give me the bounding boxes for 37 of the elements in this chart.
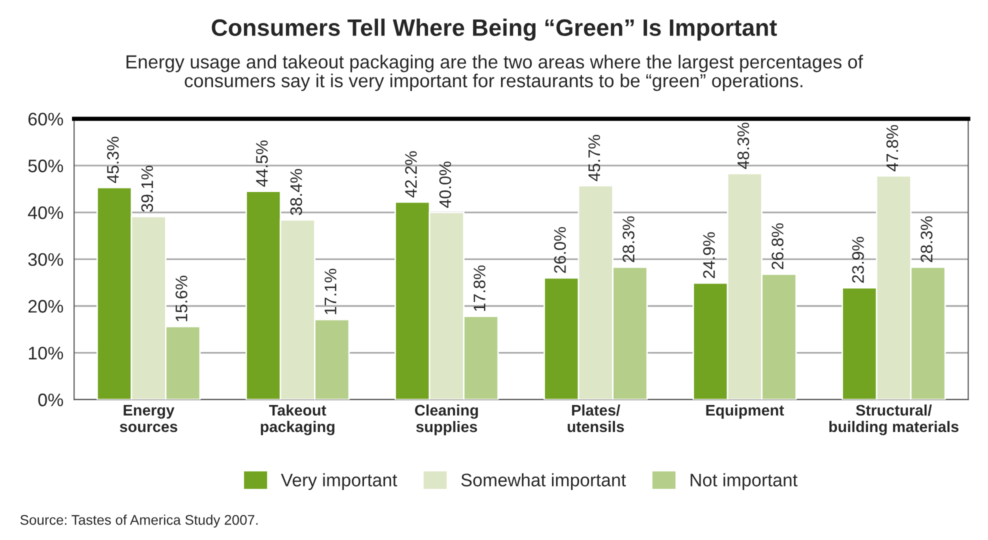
text: 40.0% bbox=[439, 162, 452, 208]
text: 45.7% bbox=[588, 134, 600, 182]
legend-label: Not important bbox=[690, 473, 798, 490]
y-tick-label: 10% bbox=[28, 346, 64, 360]
text: 17.1% bbox=[324, 268, 336, 314]
y-tick-label: 0% bbox=[38, 394, 64, 406]
x-tick-label: Takeout packaging bbox=[260, 404, 334, 436]
y-tick-label: 50% bbox=[28, 160, 64, 172]
text: 38.4% bbox=[290, 169, 302, 216]
x-tick-label: Structural/ building materials bbox=[829, 404, 958, 436]
source-note: Source: Tastes of America Study 2007. bbox=[20, 514, 258, 528]
chart-subtitle: Energy usage and takeout packaging are the two areas where the largest percentages of consumers say it is very important for restaurants to be “green” operations. bbox=[126, 54, 864, 92]
text: 28.3% bbox=[622, 216, 634, 262]
text: 45.3% bbox=[107, 136, 119, 184]
x-tick-label: Equipment bbox=[706, 404, 784, 419]
text: 28.3% bbox=[920, 216, 932, 262]
text: 26.0% bbox=[554, 227, 566, 273]
x-tick-label: Energy sources bbox=[120, 404, 178, 432]
legend-label: Somewhat important bbox=[461, 473, 626, 490]
text: 47.8% bbox=[886, 125, 898, 172]
text: 26.8% bbox=[772, 223, 784, 270]
text: 48.3% bbox=[737, 122, 750, 170]
chart-title: Consumers Tell Where Being “Green” Is Important bbox=[212, 18, 777, 41]
legend-label: Very important bbox=[280, 473, 398, 490]
x-tick-label: Cleaning supplies bbox=[415, 404, 478, 436]
y-tick-label: 40% bbox=[28, 206, 64, 220]
text: 24.9% bbox=[703, 232, 715, 278]
text: 39.1% bbox=[141, 166, 154, 212]
text: 15.6% bbox=[176, 276, 188, 322]
text: 44.5% bbox=[256, 140, 268, 187]
y-tick-label: 20% bbox=[28, 300, 64, 313]
x-tick-label: Plates/ utensils bbox=[568, 404, 624, 432]
text: 42.2% bbox=[405, 151, 417, 198]
text: 17.8% bbox=[474, 265, 486, 311]
y-tick-label: 60% bbox=[28, 112, 64, 126]
text: 23.9% bbox=[852, 236, 864, 283]
y-tick-label: 30% bbox=[28, 253, 64, 266]
